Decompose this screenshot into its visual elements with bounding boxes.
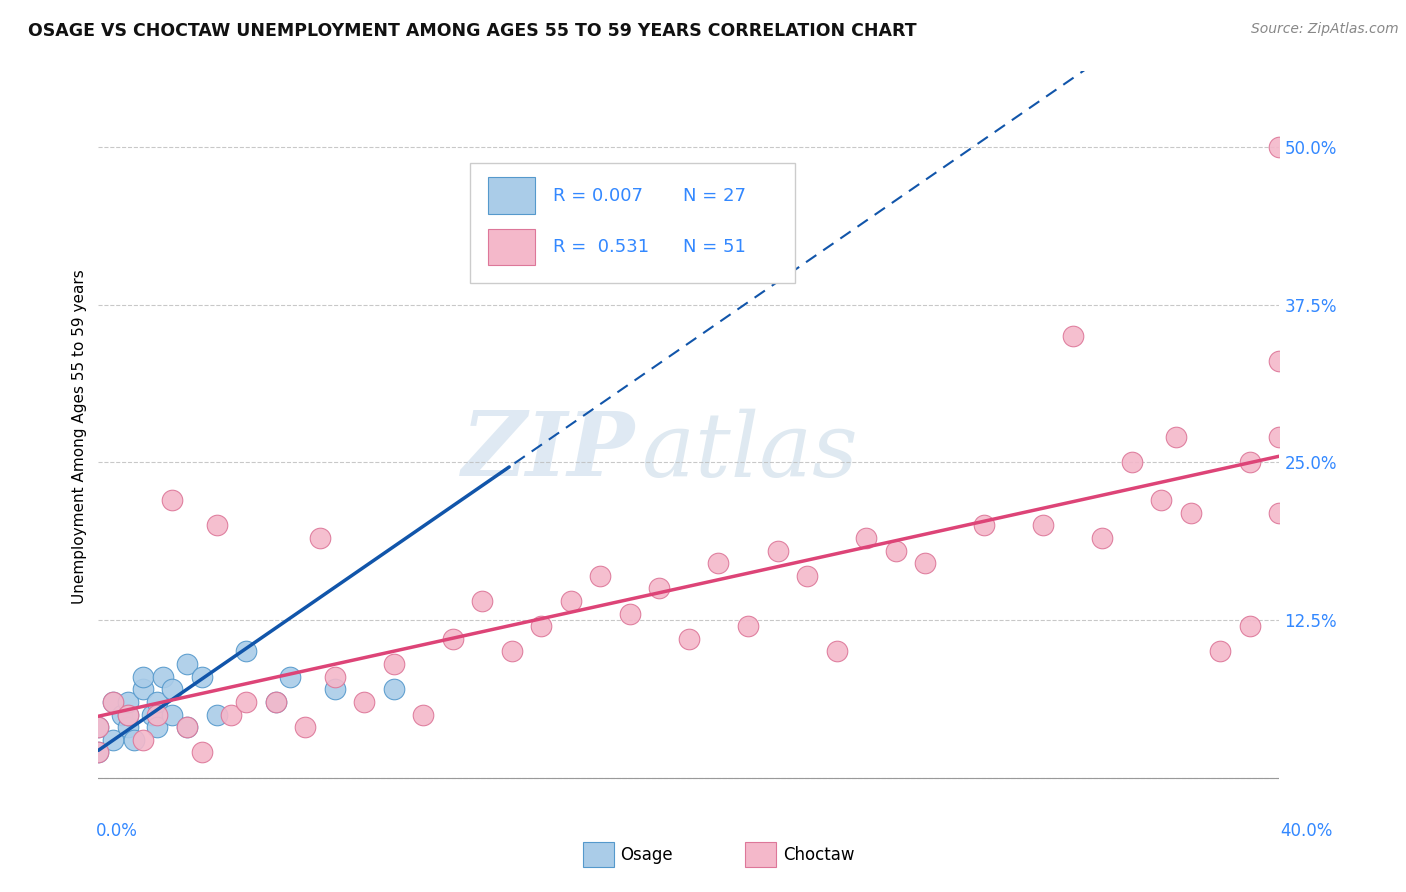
Point [117,695,139,709]
Point [309,531,332,545]
Bar [488,228,536,265]
Point [146,707,169,722]
Point [796,569,818,583]
Point [1268,140,1291,154]
Point [87,720,110,734]
Point [87,720,110,734]
Point [221,707,243,722]
Point [855,531,877,545]
Bar [488,178,536,214]
Point [132,682,155,697]
Point [1268,430,1291,444]
Point [471,594,494,608]
Point [205,707,228,722]
Point [766,543,789,558]
Point [176,720,198,734]
Text: Choctaw: Choctaw [783,846,855,863]
Point [117,720,139,734]
Point [441,632,464,646]
Point [87,745,110,759]
Point [132,732,155,747]
Point [87,745,110,759]
Point [737,619,759,633]
Point [152,670,174,684]
Point [648,582,671,596]
Point [382,682,405,697]
Point [825,644,848,658]
Point [973,518,995,533]
Point [353,695,375,709]
Point [205,518,228,533]
Point [323,682,346,697]
Point [1180,506,1202,520]
Text: Osage: Osage [620,846,672,863]
Text: N = 27: N = 27 [683,186,747,204]
Point [1239,619,1261,633]
Point [117,707,139,722]
Point [1209,644,1232,658]
Point [146,695,169,709]
Point [141,707,163,722]
Point [1150,493,1173,508]
Point [678,632,700,646]
Point [103,695,125,709]
Text: OSAGE VS CHOCTAW UNEMPLOYMENT AMONG AGES 55 TO 59 YEARS CORRELATION CHART: OSAGE VS CHOCTAW UNEMPLOYMENT AMONG AGES… [28,22,917,40]
Text: 0.0%: 0.0% [96,822,138,840]
Point [412,707,434,722]
Point [191,670,214,684]
Point [501,644,523,658]
Text: N = 51: N = 51 [683,238,747,256]
Point [132,670,155,684]
Point [103,732,125,747]
Point [471,241,494,255]
Point [560,594,582,608]
Point [323,670,346,684]
Point [1166,430,1188,444]
Point [264,695,287,709]
Point [884,543,907,558]
Point [146,720,169,734]
Point [294,720,316,734]
Point [176,720,198,734]
Y-axis label: Unemployment Among Ages 55 to 59 years: Unemployment Among Ages 55 to 59 years [72,269,87,605]
Point [530,619,553,633]
Point [162,493,183,508]
Point [589,569,612,583]
Point [235,644,257,658]
Point [280,670,302,684]
Point [103,695,125,709]
Point [1062,329,1084,343]
FancyBboxPatch shape [471,163,796,284]
Point [1121,455,1143,469]
Point [264,695,287,709]
Point [619,607,641,621]
Point [176,657,198,671]
Point [117,707,139,722]
Point [1091,531,1114,545]
Text: Source: ZipAtlas.com: Source: ZipAtlas.com [1251,22,1399,37]
Point [1268,354,1291,368]
Point [235,695,257,709]
Point [1268,506,1291,520]
Point [914,556,936,570]
Text: R =  0.531: R = 0.531 [553,238,650,256]
Point [382,657,405,671]
Point [111,707,134,722]
Text: ZIP: ZIP [463,409,636,495]
Point [162,682,183,697]
Point [707,556,730,570]
Point [122,732,145,747]
Text: R = 0.007: R = 0.007 [553,186,643,204]
Point [162,707,183,722]
Text: 40.0%: 40.0% [1281,822,1333,840]
Point [1032,518,1054,533]
Text: atlas: atlas [641,409,858,495]
Point [1239,455,1261,469]
Point [191,745,214,759]
